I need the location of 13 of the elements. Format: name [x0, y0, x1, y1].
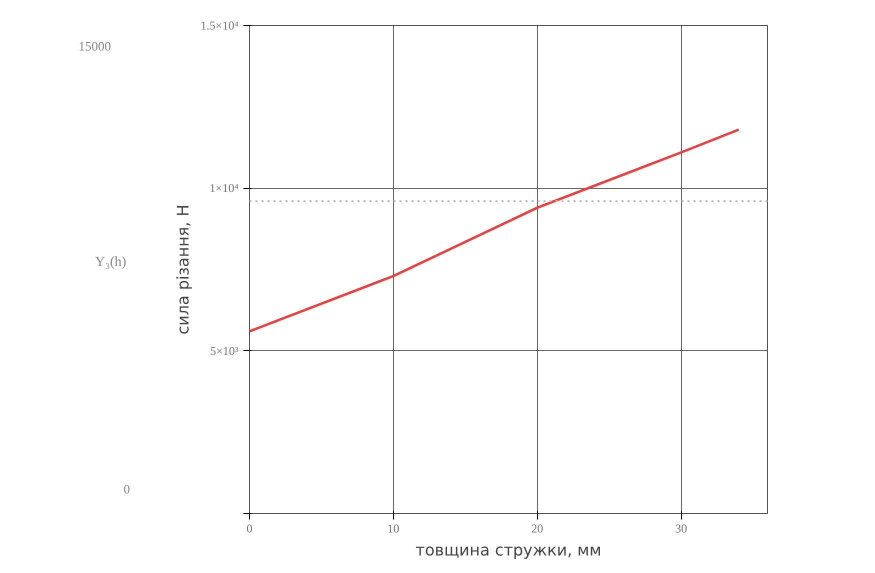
- y-tick-label: 5×10³: [210, 344, 239, 358]
- text: 15000: [78, 38, 111, 54]
- x-axis-title: товщина стружки, мм: [416, 540, 602, 560]
- x-tick-label: 20: [531, 522, 544, 536]
- line-series: [250, 128, 740, 333]
- x-tick-label: 10: [387, 522, 400, 536]
- text: Y₃(h): [95, 255, 126, 271]
- y-tick-label: 1×10⁴: [210, 181, 238, 196]
- y-axis-title: сила різання, Н: [174, 204, 193, 334]
- y-tick-label: 1.5×10⁴: [200, 18, 238, 32]
- text: 0: [124, 482, 130, 496]
- x-tick-label: 30: [675, 522, 688, 536]
- x-tick-label: 0: [246, 522, 252, 536]
